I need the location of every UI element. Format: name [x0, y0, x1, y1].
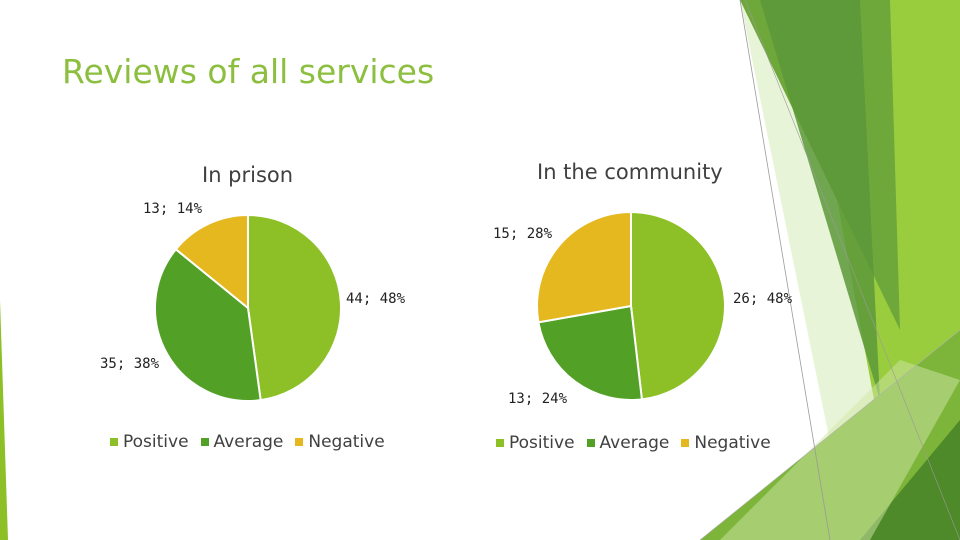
legend-item-negative: Negative	[681, 433, 771, 453]
legend-label: Average	[213, 432, 284, 452]
legend-swatch-average	[200, 438, 209, 446]
legend-item-average: Average	[586, 433, 670, 453]
legend-swatch-positive	[110, 438, 118, 446]
pie-slice-prison-negative	[174, 213, 249, 311]
pie-chart-community	[536, 210, 726, 401]
legend-item-positive: Positive	[496, 433, 575, 453]
data-label-community-positive: 26; 48%	[733, 291, 793, 307]
slide-title: Reviews of all services	[62, 52, 435, 91]
pie-slice-community-average	[537, 304, 644, 401]
chart-title-community: In the community	[537, 160, 723, 184]
legend-item-negative: Negative	[295, 432, 385, 452]
data-label-community-average: 13; 24%	[508, 391, 568, 407]
legend-item-average: Average	[200, 432, 284, 452]
data-label-prison-average: 35; 38%	[100, 356, 160, 372]
legend-label: Negative	[308, 432, 385, 452]
legend-label: Positive	[509, 433, 575, 453]
legend-swatch-negative	[681, 439, 690, 447]
legend-label: Negative	[694, 433, 771, 453]
data-label-community-negative: 15; 28%	[493, 226, 553, 242]
deco-bottom-pale	[720, 360, 960, 540]
pie-slice-community-positive	[630, 210, 726, 401]
legend-swatch-average	[586, 439, 595, 447]
chart-title-prison: In prison	[202, 163, 294, 187]
legend-swatch-positive	[496, 439, 504, 447]
legend-label: Average	[599, 433, 670, 453]
pie-slice-prison-average	[154, 247, 262, 402]
pie-slice-prison-positive	[247, 213, 342, 402]
pie-slice-community-negative	[536, 210, 632, 324]
deco-thin-line-2	[744, 0, 960, 540]
pie-chart-prison	[154, 213, 342, 402]
deco-dark-band	[760, 0, 880, 400]
deco-thin-line-3	[699, 329, 960, 540]
legend-label: Positive	[123, 432, 189, 452]
legend-item-positive: Positive	[110, 432, 189, 452]
deco-thin-line-1	[739, 0, 831, 540]
data-label-prison-negative: 13; 14%	[143, 201, 203, 217]
legend-community: Positive Average Negative	[496, 433, 783, 453]
legend-prison: Positive Average Negative	[110, 432, 397, 452]
data-label-prison-positive: 44; 48%	[346, 291, 406, 307]
deco-left-strip	[0, 300, 8, 540]
legend-swatch-negative	[295, 438, 304, 446]
